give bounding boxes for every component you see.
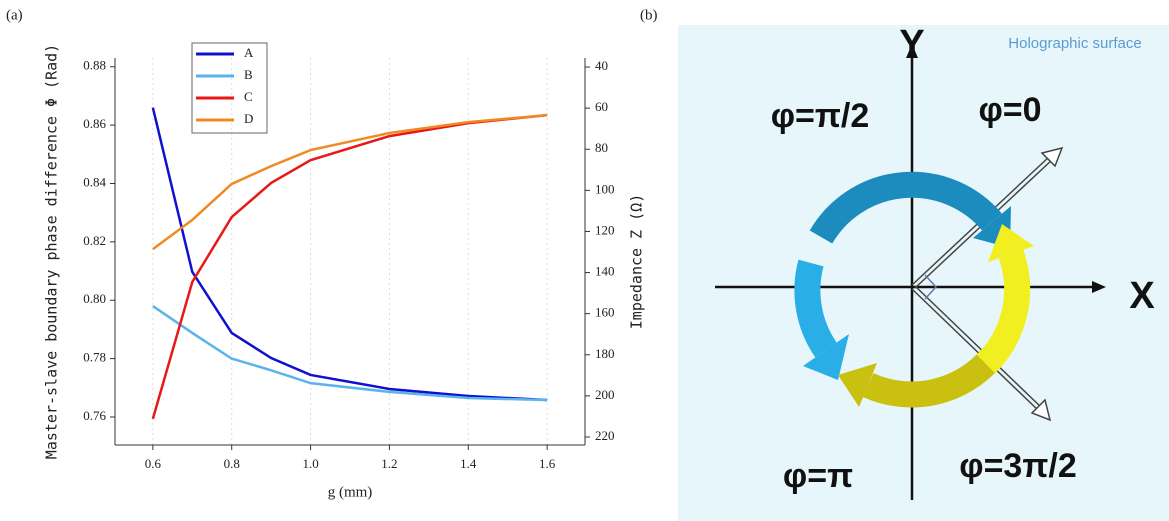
phase-label: φ=0: [978, 91, 1041, 129]
surface: [678, 25, 1169, 521]
y2-tick-label: 200: [595, 387, 615, 402]
y2-tick-label: 100: [595, 181, 615, 196]
legend-label: A: [244, 45, 254, 60]
x-tick-label: 1.6: [539, 456, 556, 471]
x-axis-label: g (mm): [328, 484, 373, 500]
plot-a: 0.6 0.8 1.0 1.2 1.4 1.6 0.76 0.78 0.80 0.82 0.84 0.…: [43, 43, 646, 500]
y2-tick-label: 120: [595, 222, 615, 237]
y2-axis-label: Impedance Z (Ω): [628, 194, 646, 329]
figure: (a) (b) 0.60.81.01.21.41.60.760.780.800.…: [0, 0, 1169, 521]
series-line: [153, 306, 547, 400]
x-tick-label: 1.2: [381, 456, 397, 471]
y-tick-label: 0.76: [83, 408, 106, 423]
y2-tick-label: 80: [595, 140, 608, 155]
y-tick-label: 0.86: [83, 116, 106, 131]
legend-label: B: [244, 67, 253, 82]
x-tick-label: 1.4: [460, 456, 477, 471]
series-line: [153, 115, 547, 249]
x-tick-label: 1.0: [302, 456, 318, 471]
y-tick-label: 0.84: [83, 174, 106, 189]
series-line: [153, 115, 547, 419]
x-tick-label: 0.6: [145, 456, 162, 471]
y-tick-label: 0.80: [83, 291, 106, 306]
phase-label: φ=π: [783, 457, 853, 495]
y2-tick-label: 220: [595, 428, 615, 443]
y2-tick-label: 140: [595, 264, 615, 279]
phase-label: φ=3π/2: [959, 447, 1076, 485]
x-tick-label: 0.8: [224, 456, 240, 471]
series-line: [153, 108, 547, 400]
panel-label: (a): [6, 7, 23, 23]
legend-label: D: [244, 111, 253, 126]
y2-tick-label: 40: [595, 58, 608, 73]
y2-tick-label: 60: [595, 99, 608, 114]
y-tick-label: 0.88: [83, 58, 106, 73]
axis-label: X: [1129, 275, 1155, 317]
diagram-b: Holographic surface Y X φ=π/2 φ=0 φ=π φ=…: [678, 23, 1169, 521]
surface-label: Holographic surface: [1008, 35, 1141, 52]
y2-tick-label: 180: [595, 346, 615, 361]
legend-label: C: [244, 89, 253, 104]
axis-label: Y: [899, 23, 924, 65]
y-axis-label: Master-slave boundary phase difference Φ…: [43, 44, 61, 459]
y-tick-label: 0.82: [83, 233, 106, 248]
y-tick-label: 0.78: [83, 350, 106, 365]
phase-label: φ=π/2: [771, 97, 870, 135]
panel-label: (b): [640, 7, 658, 23]
y2-tick-label: 160: [595, 305, 615, 320]
